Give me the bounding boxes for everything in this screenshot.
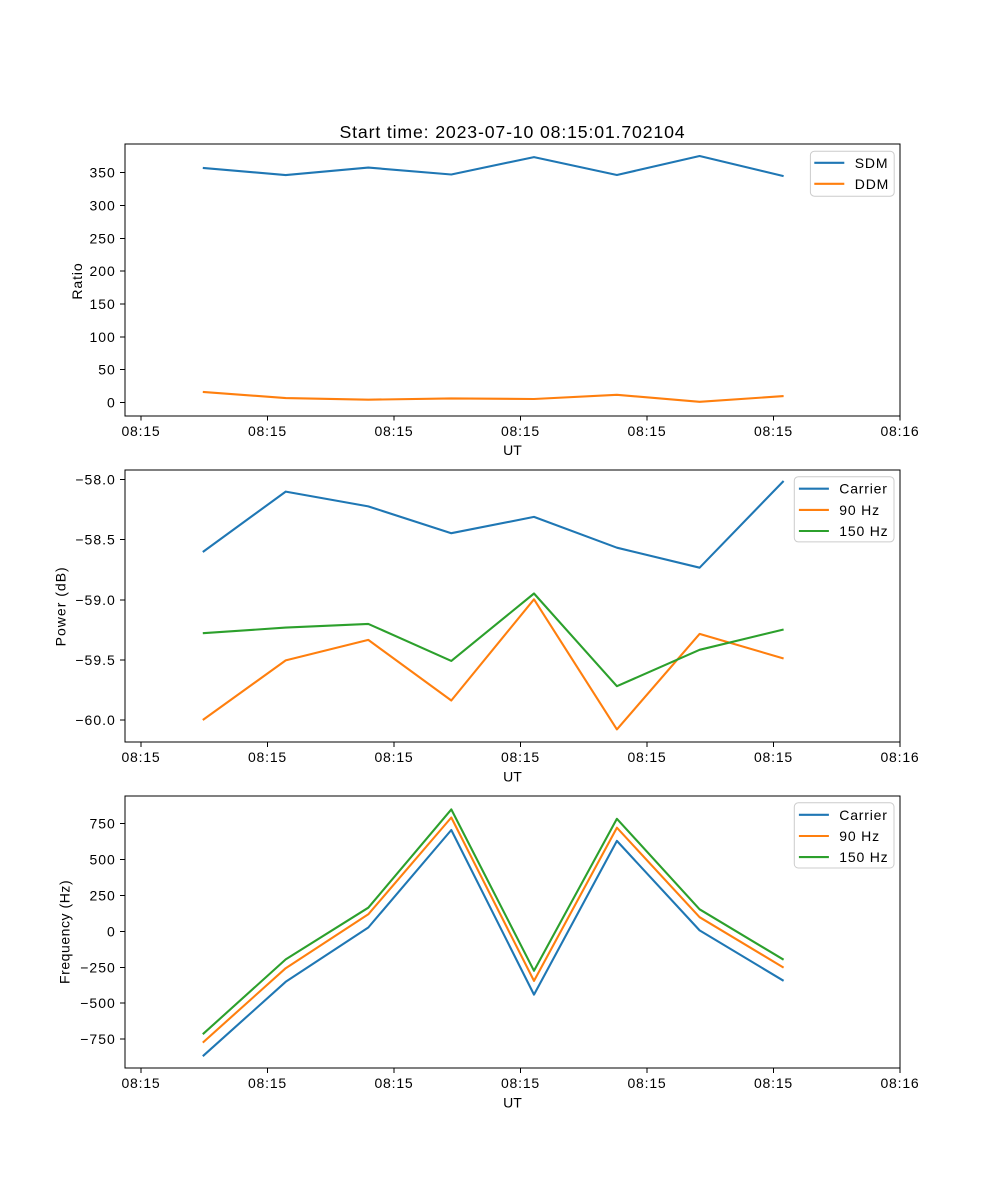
svg-text:08:15: 08:15 bbox=[754, 1075, 793, 1091]
svg-text:08:15: 08:15 bbox=[121, 1075, 160, 1091]
svg-text:90 Hz: 90 Hz bbox=[839, 828, 880, 844]
svg-text:Ratio: Ratio bbox=[69, 262, 85, 299]
svg-text:DDM: DDM bbox=[855, 176, 889, 192]
svg-text:0: 0 bbox=[107, 923, 116, 939]
svg-text:08:15: 08:15 bbox=[754, 423, 793, 439]
svg-text:UT: UT bbox=[503, 1094, 522, 1110]
svg-text:08:15: 08:15 bbox=[248, 749, 287, 765]
svg-text:150 Hz: 150 Hz bbox=[839, 849, 888, 865]
svg-text:750: 750 bbox=[89, 815, 115, 831]
svg-text:08:15: 08:15 bbox=[627, 423, 666, 439]
svg-text:−250: −250 bbox=[80, 959, 116, 975]
svg-text:−60.0: −60.0 bbox=[75, 712, 115, 728]
svg-text:−750: −750 bbox=[80, 1031, 116, 1047]
svg-text:−58.5: −58.5 bbox=[75, 532, 115, 548]
svg-text:150: 150 bbox=[89, 296, 115, 312]
svg-text:08:16: 08:16 bbox=[880, 1075, 919, 1091]
svg-text:−59.5: −59.5 bbox=[75, 652, 115, 668]
svg-text:08:15: 08:15 bbox=[121, 749, 160, 765]
svg-text:08:16: 08:16 bbox=[880, 423, 919, 439]
svg-text:08:15: 08:15 bbox=[121, 423, 160, 439]
svg-text:08:15: 08:15 bbox=[248, 1075, 287, 1091]
svg-text:50: 50 bbox=[98, 362, 116, 378]
svg-text:−58.0: −58.0 bbox=[75, 472, 115, 488]
svg-text:UT: UT bbox=[503, 442, 522, 458]
svg-text:100: 100 bbox=[89, 329, 115, 345]
svg-text:−59.0: −59.0 bbox=[75, 592, 115, 608]
svg-text:250: 250 bbox=[89, 230, 115, 246]
svg-text:08:16: 08:16 bbox=[880, 749, 919, 765]
svg-text:350: 350 bbox=[89, 165, 115, 181]
svg-text:500: 500 bbox=[89, 851, 115, 867]
svg-text:08:15: 08:15 bbox=[501, 423, 540, 439]
svg-text:90 Hz: 90 Hz bbox=[839, 502, 880, 518]
svg-text:08:15: 08:15 bbox=[248, 423, 287, 439]
svg-text:SDM: SDM bbox=[855, 155, 889, 171]
svg-text:Frequency (Hz): Frequency (Hz) bbox=[56, 880, 72, 984]
svg-text:Start time: 2023-07-10 08:15:0: Start time: 2023-07-10 08:15:01.702104 bbox=[340, 122, 686, 142]
svg-text:Carrier: Carrier bbox=[839, 481, 887, 497]
svg-text:Carrier: Carrier bbox=[839, 807, 887, 823]
svg-text:Power (dB): Power (dB) bbox=[53, 566, 69, 646]
svg-text:08:15: 08:15 bbox=[374, 423, 413, 439]
svg-text:08:15: 08:15 bbox=[627, 749, 666, 765]
svg-text:−500: −500 bbox=[80, 995, 116, 1011]
svg-text:300: 300 bbox=[89, 197, 115, 213]
svg-text:08:15: 08:15 bbox=[374, 749, 413, 765]
svg-text:08:15: 08:15 bbox=[501, 749, 540, 765]
svg-text:150 Hz: 150 Hz bbox=[839, 523, 888, 539]
svg-text:08:15: 08:15 bbox=[754, 749, 793, 765]
svg-text:08:15: 08:15 bbox=[627, 1075, 666, 1091]
svg-text:UT: UT bbox=[503, 768, 522, 784]
svg-text:200: 200 bbox=[89, 263, 115, 279]
svg-text:08:15: 08:15 bbox=[374, 1075, 413, 1091]
svg-text:08:15: 08:15 bbox=[501, 1075, 540, 1091]
svg-text:0: 0 bbox=[107, 395, 116, 411]
svg-text:250: 250 bbox=[89, 887, 115, 903]
